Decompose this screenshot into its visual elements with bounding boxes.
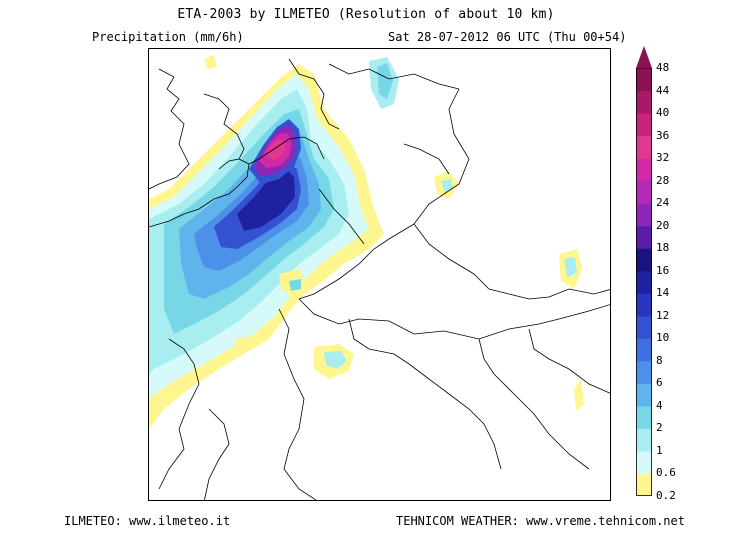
colorbar-swatch — [636, 135, 652, 159]
country-borders — [149, 58, 610, 500]
colorbar-tick-label: 18 — [656, 241, 670, 255]
colorbar-tick-label: 36 — [656, 128, 670, 142]
colorbar-swatch — [636, 90, 652, 114]
colorbar-tick-label: 2 — [656, 421, 663, 435]
colorbar-swatch — [636, 225, 652, 249]
colorbar-tick-label: 20 — [656, 218, 670, 232]
colorbar-swatch — [636, 360, 652, 384]
colorbar-swatch — [636, 338, 652, 362]
colorbar-swatch — [636, 270, 652, 294]
precipitation-field — [149, 55, 584, 429]
colorbar-tick-label: 32 — [656, 151, 670, 165]
precipitation-colorbar — [636, 46, 652, 496]
colorbar-tick-label: 48 — [656, 61, 670, 74]
colorbar-tick-label: 1 — [656, 443, 663, 457]
source-credit-left: ILMETEO: www.ilmeteo.it — [64, 514, 231, 528]
colorbar-swatch — [636, 203, 652, 227]
colorbar-tick-label: 24 — [656, 196, 670, 210]
colorbar-tick-label: 44 — [656, 83, 670, 97]
precipitation-map — [148, 48, 611, 501]
colorbar-swatch — [636, 473, 652, 496]
source-credit-right: TEHNICOM WEATHER: www.vreme.tehnicom.net — [396, 514, 685, 528]
colorbar-tick-label: 10 — [656, 331, 670, 345]
colorbar-tick-label: 14 — [656, 286, 670, 300]
colorbar-swatch — [636, 248, 652, 272]
colorbar-swatch — [636, 68, 652, 92]
colorbar-tick-label: 28 — [656, 173, 670, 187]
colorbar-tick-label: 6 — [656, 376, 663, 390]
map-canvas — [149, 55, 610, 500]
colorbar-swatch — [636, 293, 652, 317]
colorbar-swatch — [636, 450, 652, 474]
variable-label: Precipitation (mm/6h) — [92, 30, 244, 44]
colorbar-max-arrow — [636, 46, 652, 68]
colorbar-swatch — [636, 383, 652, 407]
valid-time-label: Sat 28-07-2012 06 UTC (Thu 00+54) — [388, 30, 627, 44]
colorbar-swatch — [636, 180, 652, 204]
colorbar-swatch — [636, 158, 652, 182]
colorbar-tick-label: 40 — [656, 106, 670, 120]
colorbar-swatch — [636, 315, 652, 339]
map-title: ETA-2003 by ILMETEO (Resolution of about… — [177, 7, 555, 22]
colorbar-tick-label: 4 — [656, 398, 663, 412]
colorbar-tick-label: 0.2 — [656, 489, 676, 502]
colorbar-swatch — [636, 428, 652, 452]
colorbar-swatch — [636, 113, 652, 137]
colorbar-tick-label: 12 — [656, 308, 670, 322]
colorbar-swatch — [636, 405, 652, 429]
colorbar-tick-label: 0.6 — [656, 466, 676, 480]
colorbar-tick-label: 16 — [656, 263, 670, 277]
colorbar-tick-label: 8 — [656, 353, 663, 367]
